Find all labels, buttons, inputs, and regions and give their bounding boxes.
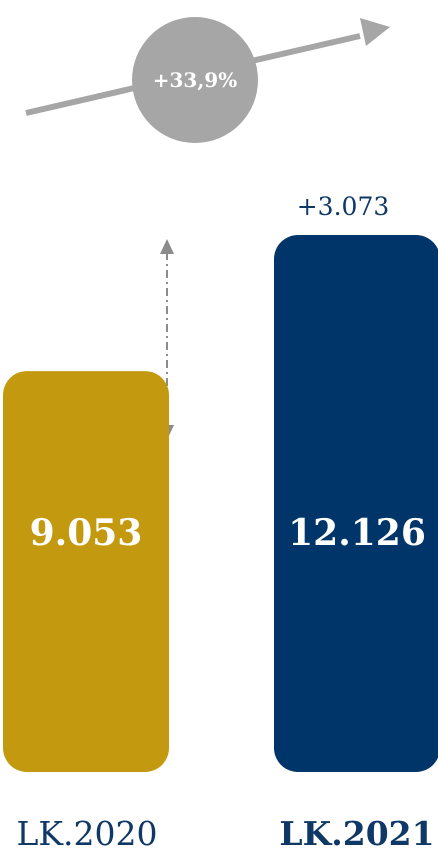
bar-value-label-lk2020: 9.053: [30, 512, 143, 554]
bar-lk2020: [3, 371, 169, 772]
category-label-lk2021: LK.2021: [279, 814, 434, 853]
category-label-lk2020: LK.2020: [16, 814, 157, 853]
bar-lk2021: [274, 235, 438, 772]
bar-value-label-lk2021: 12.126: [288, 512, 426, 554]
growth-arrow-head: [360, 18, 390, 46]
bars-group: 9.053 12.126: [3, 235, 438, 772]
growth-percent-label: +33,9%: [153, 68, 237, 92]
difference-arrow-up-head: [160, 239, 174, 254]
growth-trend: +33,9%: [25, 17, 390, 143]
delta-label: +3.073: [297, 192, 390, 221]
growth-circle: [132, 17, 258, 143]
